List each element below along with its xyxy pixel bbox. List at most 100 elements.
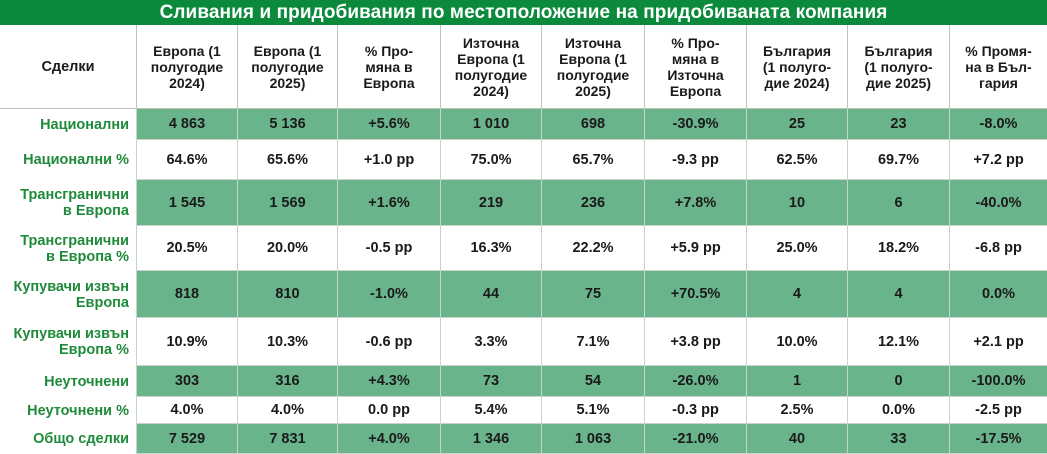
table-cell: 10.9% [137,318,238,366]
table-cell: 10.0% [747,318,848,366]
table-cell: 5.1% [542,397,645,424]
table-cell: 4.0% [238,397,338,424]
table-cell: 16.3% [441,226,542,271]
table-cell: 316 [238,366,338,397]
table-cell: +5.9 pp [645,226,747,271]
table-cell: +1.6% [338,180,441,226]
table-cell: 4 [747,271,848,318]
column-header: България (1 полуго- дие 2025) [848,25,950,109]
table-cell: +70.5% [645,271,747,318]
table-cell: 1 010 [441,109,542,140]
table-cell: -0.3 pp [645,397,747,424]
table-cell: 0.0% [848,397,950,424]
table-cell: -2.5 pp [950,397,1047,424]
table-cell: 7 529 [137,424,238,454]
table-cell: 0.0% [950,271,1047,318]
table-cell: 69.7% [848,140,950,180]
table-cell: -1.0% [338,271,441,318]
table-cell: 1 569 [238,180,338,226]
column-header: Европа (1 полугодие 2024) [137,25,238,109]
table-cell: 4.0% [137,397,238,424]
table-cell: 25 [747,109,848,140]
table-cell: -9.3 pp [645,140,747,180]
table-cell: 2.5% [747,397,848,424]
table-cell: +2.1 pp [950,318,1047,366]
table-cell: 5.4% [441,397,542,424]
table-cell: 33 [848,424,950,454]
deals-table: Сделки Европа (1 полугодие 2024) Европа (1… [0,25,1047,454]
table-cell: 25.0% [747,226,848,271]
table-cell: 0 [848,366,950,397]
row-label: Купувачи извън Европа [0,271,137,318]
table-cell: -100.0% [950,366,1047,397]
table-cell: 40 [747,424,848,454]
column-header: Европа (1 полугодие 2025) [238,25,338,109]
table-cell: 20.0% [238,226,338,271]
table-cell: 1 346 [441,424,542,454]
table-cell: 1 [747,366,848,397]
table-cell: +3.8 pp [645,318,747,366]
table-cell: -26.0% [645,366,747,397]
table-cell: 18.2% [848,226,950,271]
row-label: Национални [0,109,137,140]
table-cell: 810 [238,271,338,318]
table-title: Сливания и придобивания по местоположени… [0,0,1047,25]
row-label: Трансгранични в Европа % [0,226,137,271]
table-cell: +7.2 pp [950,140,1047,180]
table-cell: -21.0% [645,424,747,454]
table-cell: 6 [848,180,950,226]
table-cell: -40.0% [950,180,1047,226]
column-header: Източна Европа (1 полугодие 2024) [441,25,542,109]
table-cell: -30.9% [645,109,747,140]
table-cell: +1.0 pp [338,140,441,180]
table-cell: 20.5% [137,226,238,271]
table-cell: 54 [542,366,645,397]
table-cell: -0.6 pp [338,318,441,366]
table-cell: 219 [441,180,542,226]
table-cell: -0.5 pp [338,226,441,271]
row-label: Национални % [0,140,137,180]
table-cell: -17.5% [950,424,1047,454]
table-cell: 64.6% [137,140,238,180]
table-cell: 4 863 [137,109,238,140]
column-header: Източна Европа (1 полугодие 2025) [542,25,645,109]
table-cell: 4 [848,271,950,318]
table-cell: 1 545 [137,180,238,226]
table-cell: 62.5% [747,140,848,180]
row-label: Неуточнени [0,366,137,397]
table-cell: 818 [137,271,238,318]
table-cell: +7.8% [645,180,747,226]
table-cell: -6.8 pp [950,226,1047,271]
table-cell: 7 831 [238,424,338,454]
table-cell: 22.2% [542,226,645,271]
table-cell: 0.0 pp [338,397,441,424]
table-cell: 7.1% [542,318,645,366]
table-cell: 303 [137,366,238,397]
table-cell: 10 [747,180,848,226]
table-cell: +5.6% [338,109,441,140]
column-header: България (1 полуго- дие 2024) [747,25,848,109]
table-cell: 3.3% [441,318,542,366]
row-label: Трансгранични в Европа [0,180,137,226]
table-cell: 75.0% [441,140,542,180]
table-cell: 5 136 [238,109,338,140]
table-cell: 10.3% [238,318,338,366]
table-cell: +4.0% [338,424,441,454]
column-header-deals: Сделки [0,25,137,109]
table-cell: 65.6% [238,140,338,180]
table-cell: +4.3% [338,366,441,397]
row-label: Купувачи извън Европа % [0,318,137,366]
table-cell: 236 [542,180,645,226]
column-header: % Промя- на в Бъл- гария [950,25,1047,109]
table-cell: -8.0% [950,109,1047,140]
table-cell: 1 063 [542,424,645,454]
table-cell: 73 [441,366,542,397]
table-cell: 23 [848,109,950,140]
row-label: Общо сделки [0,424,137,454]
table-cell: 75 [542,271,645,318]
row-label: Неуточнени % [0,397,137,424]
table-cell: 65.7% [542,140,645,180]
table-cell: 12.1% [848,318,950,366]
table-cell: 698 [542,109,645,140]
column-header: % Про- мяна в Европа [338,25,441,109]
